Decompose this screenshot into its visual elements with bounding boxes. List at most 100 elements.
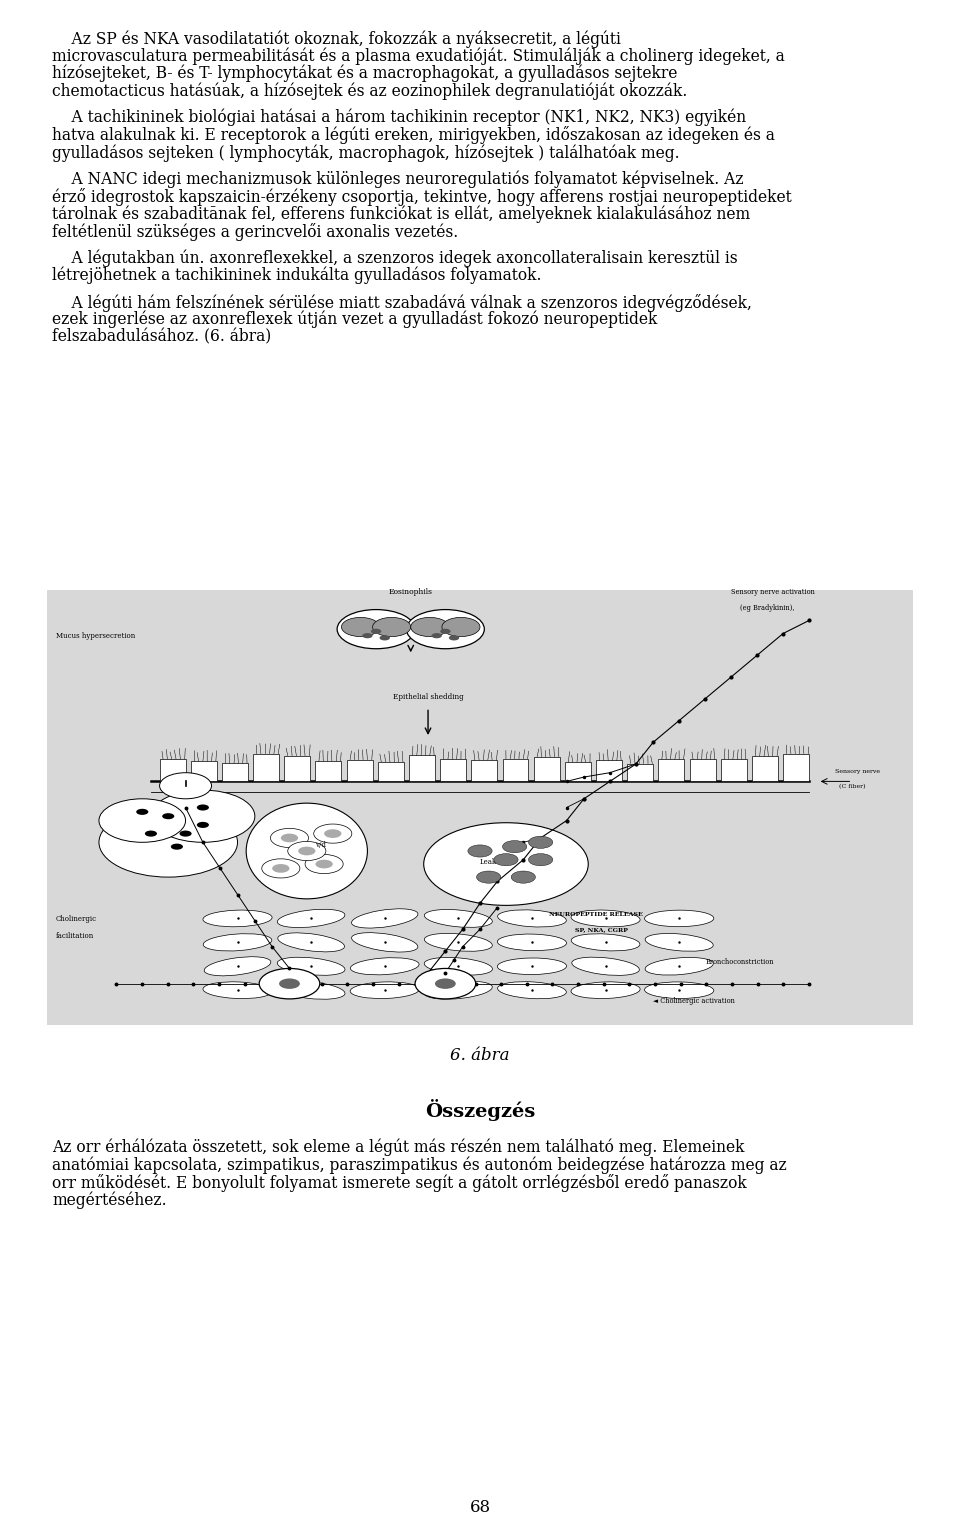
- Ellipse shape: [277, 981, 345, 999]
- Circle shape: [151, 790, 254, 842]
- Text: feltétlenül szükséges a gerincvelői axonalis vezetés.: feltétlenül szükséges a gerincvelői axon…: [52, 223, 458, 241]
- Circle shape: [342, 618, 379, 636]
- Bar: [191, 758, 217, 781]
- Circle shape: [431, 633, 442, 638]
- Circle shape: [197, 822, 209, 828]
- Circle shape: [99, 799, 185, 842]
- Circle shape: [162, 813, 175, 819]
- Bar: [564, 758, 590, 781]
- Text: Bronchoconstriction: Bronchoconstriction: [706, 958, 774, 967]
- Ellipse shape: [571, 934, 640, 951]
- Ellipse shape: [351, 908, 418, 928]
- Ellipse shape: [497, 910, 566, 927]
- Circle shape: [415, 968, 475, 999]
- Ellipse shape: [572, 958, 639, 976]
- Bar: [471, 755, 497, 781]
- Circle shape: [529, 836, 553, 848]
- Circle shape: [529, 853, 553, 865]
- Text: Sensory nerve activation: Sensory nerve activation: [732, 589, 815, 596]
- Circle shape: [273, 864, 290, 873]
- Text: Sensory nerve: Sensory nerve: [835, 768, 880, 773]
- Ellipse shape: [246, 804, 368, 899]
- Text: (eg Bradykinin),: (eg Bradykinin),: [740, 604, 794, 612]
- Bar: [253, 764, 279, 781]
- Ellipse shape: [424, 958, 492, 974]
- Circle shape: [337, 610, 415, 649]
- Circle shape: [476, 871, 501, 884]
- Bar: [409, 756, 435, 781]
- Text: létrejöhetnek a tachikininek indukálta gyulladásos folyamatok.: létrejöhetnek a tachikininek indukálta g…: [52, 267, 541, 284]
- Circle shape: [305, 855, 343, 873]
- Text: Leak: Leak: [480, 858, 497, 865]
- Circle shape: [288, 841, 325, 861]
- Text: megértéséhez.: megértéséhez.: [52, 1191, 167, 1210]
- Circle shape: [159, 773, 211, 799]
- Circle shape: [493, 853, 518, 865]
- Bar: [502, 764, 529, 781]
- Ellipse shape: [277, 958, 345, 976]
- Ellipse shape: [350, 958, 420, 974]
- Circle shape: [281, 833, 299, 842]
- Ellipse shape: [424, 933, 492, 951]
- Bar: [316, 762, 342, 781]
- Circle shape: [372, 618, 411, 636]
- Circle shape: [299, 847, 316, 856]
- Circle shape: [99, 807, 237, 878]
- Ellipse shape: [277, 933, 345, 951]
- Text: Összegzés: Összegzés: [425, 1099, 535, 1120]
- Circle shape: [511, 871, 536, 884]
- Text: SP, NKA, CGRP: SP, NKA, CGRP: [575, 927, 628, 933]
- Ellipse shape: [204, 933, 272, 951]
- Circle shape: [362, 633, 372, 638]
- Circle shape: [197, 804, 209, 810]
- Circle shape: [406, 610, 485, 649]
- Text: A légutakban ún. axonreflexekkel, a szenzoros idegek axoncollateralisain kereszt: A légutakban ún. axonreflexekkel, a szen…: [52, 249, 737, 267]
- Circle shape: [314, 824, 351, 844]
- Circle shape: [441, 629, 450, 633]
- Bar: [627, 755, 653, 781]
- Circle shape: [379, 635, 390, 641]
- Bar: [378, 764, 404, 781]
- Ellipse shape: [203, 982, 272, 999]
- Bar: [752, 764, 778, 781]
- Text: Eosinophils: Eosinophils: [389, 589, 433, 596]
- Circle shape: [324, 830, 342, 838]
- Text: ezek ingerlése az axonreflexek útján vezet a gyulladást fokozó neuropeptidek: ezek ingerlése az axonreflexek útján vez…: [52, 310, 658, 329]
- Bar: [721, 756, 747, 781]
- Circle shape: [371, 629, 381, 633]
- Ellipse shape: [277, 910, 345, 927]
- Text: felszabadulásához. (6. ábra): felszabadulásához. (6. ábra): [52, 329, 272, 346]
- Circle shape: [145, 830, 157, 836]
- Bar: [441, 764, 467, 781]
- Text: 68: 68: [469, 1499, 491, 1515]
- Text: (C fiber): (C fiber): [839, 784, 866, 788]
- Ellipse shape: [644, 982, 714, 999]
- Ellipse shape: [497, 934, 566, 951]
- Ellipse shape: [424, 910, 492, 927]
- Text: A NANC idegi mechanizmusok különleges neuroregulatiós folyamatot képviselnek. Az: A NANC idegi mechanizmusok különleges ne…: [52, 171, 744, 188]
- Text: A tachikininek biológiai hatásai a három tachikinin receptor (NK1, NK2, NK3) egy: A tachikininek biológiai hatásai a három…: [52, 109, 746, 126]
- Circle shape: [442, 618, 480, 636]
- Text: v/d: v/d: [316, 841, 326, 848]
- Text: orr működését. E bonyolult folyamat ismerete segít a gátolt orrlégzésből eredő p: orr működését. E bonyolult folyamat isme…: [52, 1174, 747, 1193]
- Circle shape: [259, 968, 320, 999]
- Bar: [659, 755, 684, 781]
- Circle shape: [316, 859, 333, 868]
- Text: A légúti hám felszínének sérülése miatt szabadává válnak a szenzoros idegvégződé: A légúti hám felszínének sérülése miatt …: [52, 294, 752, 312]
- Bar: [347, 753, 372, 781]
- Circle shape: [271, 828, 308, 847]
- Bar: [689, 756, 715, 781]
- Circle shape: [180, 830, 192, 836]
- Text: microvasculatura permeabilitását és a plasma exudatióját. Stimulálják a choliner: microvasculatura permeabilitását és a pl…: [52, 48, 784, 65]
- Ellipse shape: [644, 910, 714, 927]
- Bar: [783, 755, 809, 781]
- Text: gyulladásos sejteken ( lymphocyták, macrophagok, hízósejtek ) találhatóak meg.: gyulladásos sejteken ( lymphocyták, macr…: [52, 144, 680, 161]
- Ellipse shape: [497, 958, 566, 974]
- Bar: [159, 762, 185, 781]
- Bar: [47, 590, 913, 1025]
- Text: anatómiai kapcsolata, szimpatikus, paraszimpatikus és autonóm beidegzése határoz: anatómiai kapcsolata, szimpatikus, paras…: [52, 1156, 787, 1174]
- Text: tárolnak és szabaditānak fel, efferens funkciókat is ellát, amelyeknek kialakulá: tárolnak és szabaditānak fel, efferens f…: [52, 206, 750, 223]
- Ellipse shape: [497, 982, 566, 999]
- Text: chemotacticus hatásúak, a hízósejtek és az eozinophilek degranulatióját okozzák.: chemotacticus hatásúak, a hízósejtek és …: [52, 83, 687, 100]
- Text: ◄ Cholinergic activation: ◄ Cholinergic activation: [653, 998, 735, 1005]
